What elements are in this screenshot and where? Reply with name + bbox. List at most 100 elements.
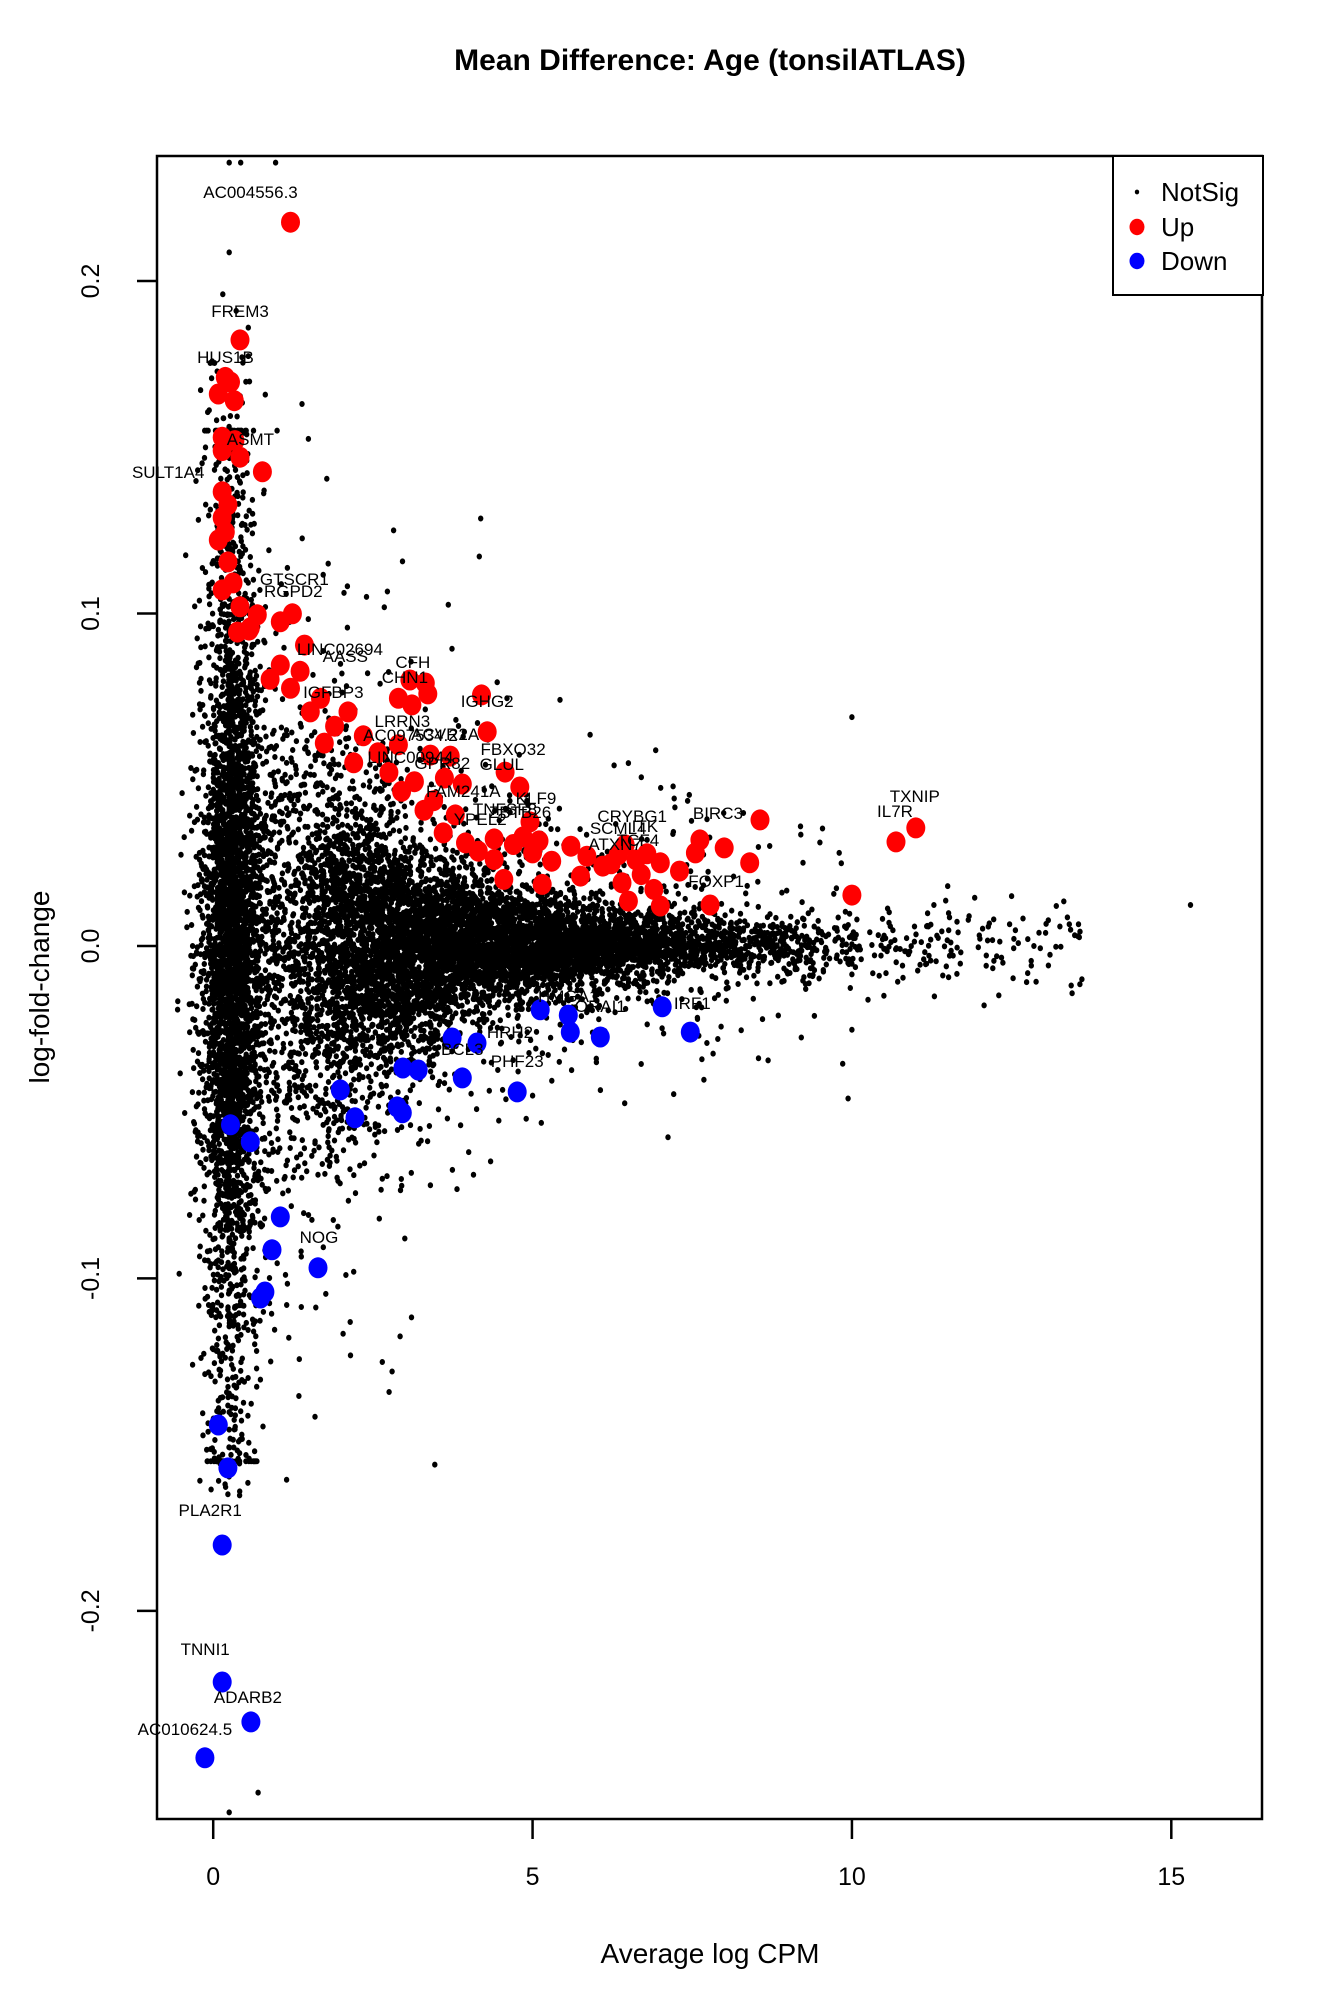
gene-label-ZBTB26: ZBTB26 bbox=[489, 803, 551, 822]
down-point bbox=[251, 1287, 270, 1309]
up-point-YPEL2 bbox=[484, 828, 504, 850]
up-point bbox=[484, 849, 504, 870]
gene-label-NOG: NOG bbox=[300, 1228, 339, 1247]
gene-label-IGFBP3: IGFBP3 bbox=[303, 683, 363, 702]
down-point bbox=[221, 1114, 240, 1136]
up-point-IL7R bbox=[886, 831, 906, 853]
down-point bbox=[558, 1004, 578, 1026]
up-point-IGFBP3 bbox=[300, 701, 320, 723]
up-point bbox=[561, 835, 581, 857]
up-point-FOXP1 bbox=[700, 894, 720, 916]
down-point bbox=[345, 1107, 365, 1129]
gene-label-TCF4: TCF4 bbox=[617, 831, 660, 850]
y-tick-label: 0.0 bbox=[77, 929, 105, 964]
up-point bbox=[223, 572, 243, 594]
gene-label-BIRC3: BIRC3 bbox=[693, 804, 743, 823]
up-point bbox=[353, 725, 373, 747]
up-point-SULT1A4 bbox=[212, 481, 232, 503]
down-point bbox=[392, 1102, 412, 1124]
gene-label-FAM241A: FAM241A bbox=[426, 782, 501, 801]
legend-marker-Up bbox=[1129, 218, 1145, 236]
down-point bbox=[330, 1079, 350, 1101]
gene-label-ADARB2: ADARB2 bbox=[214, 1688, 282, 1707]
up-point-AC097534.2 bbox=[420, 744, 440, 766]
gene-label-PHF23: PHF23 bbox=[491, 1052, 544, 1071]
up-point bbox=[230, 446, 250, 468]
gene-label-AC010624.5: AC010624.5 bbox=[138, 1720, 233, 1739]
up-point bbox=[314, 732, 334, 754]
notsig-points bbox=[174, 159, 1194, 1816]
up-point-LINC00944 bbox=[434, 767, 454, 789]
up-point-RGPD2 bbox=[270, 611, 290, 633]
up-point bbox=[650, 895, 670, 917]
up-point-CFH bbox=[418, 683, 438, 705]
up-point-CHN1 bbox=[402, 694, 422, 716]
up-point bbox=[325, 715, 345, 737]
gene-label-GPR82: GPR82 bbox=[414, 754, 470, 773]
down-point bbox=[262, 1239, 282, 1261]
up-point-LRRN3 bbox=[388, 734, 408, 756]
up-point-TNFSF8 bbox=[513, 826, 533, 848]
gene-label-IGHG2: IGHG2 bbox=[461, 692, 514, 711]
up-point-FBXO32 bbox=[495, 761, 515, 783]
axes: 0 5 10 15 -0.2 -0.1 0.0 0.1 0.2 bbox=[77, 154, 1264, 1891]
gene-label-ASMT: ASMT bbox=[227, 430, 274, 449]
gene-label-AC097534.2: AC097534.2 bbox=[363, 726, 458, 745]
up-point bbox=[368, 742, 388, 764]
gene-label-TXNIP: TXNIP bbox=[890, 787, 940, 806]
up-point-IGHG2 bbox=[477, 721, 497, 743]
up-point-ASMT bbox=[252, 461, 272, 483]
up-point bbox=[494, 868, 514, 890]
up-point bbox=[270, 654, 290, 676]
gene-label-PLA2R1: PLA2R1 bbox=[179, 1501, 242, 1520]
gene-label-LRRN3: LRRN3 bbox=[375, 712, 431, 731]
gene-label-FREM3: FREM3 bbox=[211, 302, 269, 321]
gene-label-CRYBG1: CRYBG1 bbox=[597, 807, 667, 826]
gene-label-FBXO32: FBXO32 bbox=[480, 740, 545, 759]
up-point-TCF4 bbox=[626, 849, 646, 871]
x-tick-label: 5 bbox=[526, 1863, 540, 1891]
up-point-ZBTB26 bbox=[529, 830, 549, 852]
up-point bbox=[208, 383, 228, 405]
y-tick-label: 0.1 bbox=[77, 596, 105, 631]
gene-label-TNNI1: TNNI1 bbox=[181, 1640, 230, 1659]
up-point-ATXN7 bbox=[601, 853, 621, 875]
gene-label-HRH2: HRH2 bbox=[487, 1023, 533, 1042]
up-point bbox=[260, 668, 280, 690]
gene-labels: AC004556.3 FREM3 HUS1B ASMT SULT1A4 GTSCR1RGP… bbox=[132, 183, 940, 1739]
up-point-FREM3 bbox=[230, 329, 250, 351]
up-point bbox=[472, 684, 491, 706]
down-points bbox=[195, 996, 700, 1769]
gene-label-AC004556.3: AC004556.3 bbox=[203, 183, 298, 202]
down-point-ADARB2 bbox=[241, 1711, 261, 1733]
gene-label-ORAI1: ORAI1 bbox=[575, 997, 626, 1016]
down-point-HRH2 bbox=[467, 1032, 487, 1054]
down-point-HMGA1 bbox=[530, 999, 550, 1021]
up-point-LINC02694 bbox=[400, 669, 420, 691]
x-tick-label: 15 bbox=[1157, 1863, 1185, 1891]
up-point-FAM241A bbox=[445, 804, 465, 826]
up-point-ACVR2A bbox=[440, 745, 460, 767]
down-point-NOG bbox=[308, 1257, 328, 1279]
gene-label-ATXN7: ATXN7 bbox=[588, 835, 642, 854]
up-point bbox=[344, 752, 364, 774]
down-point-TNNI1 bbox=[212, 1671, 232, 1693]
up-point bbox=[468, 840, 488, 862]
gene-label-YPEL2: YPEL2 bbox=[454, 810, 507, 829]
legend-label-Up: Up bbox=[1161, 212, 1194, 242]
down-point-AC010624.5 bbox=[195, 1747, 215, 1769]
gene-label-ACVR2A: ACVR2A bbox=[411, 725, 480, 744]
up-points bbox=[208, 211, 926, 917]
up-point bbox=[670, 860, 689, 882]
up-point bbox=[295, 634, 314, 656]
gene-label-CFH: CFH bbox=[395, 653, 430, 672]
gene-label-SCML4: SCML4 bbox=[590, 819, 647, 838]
x-axis-title: Average log CPM bbox=[600, 1938, 820, 1969]
up-point-AC004556.3 bbox=[281, 211, 300, 233]
up-point-TXNIP bbox=[906, 817, 926, 839]
down-point bbox=[270, 1206, 290, 1228]
down-point bbox=[240, 1131, 260, 1153]
gene-label-HUS1B: HUS1B bbox=[197, 348, 254, 367]
up-point bbox=[750, 809, 770, 831]
